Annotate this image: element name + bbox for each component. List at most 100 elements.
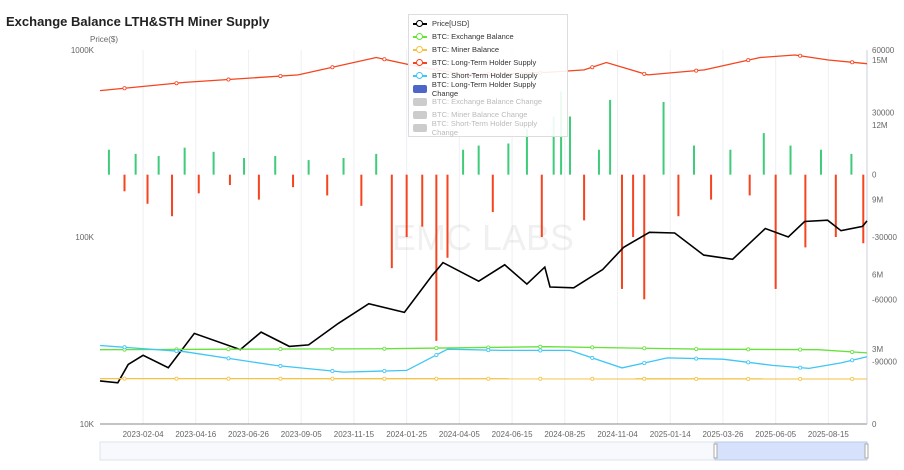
bar-mark <box>146 174 149 204</box>
series-point <box>642 376 647 381</box>
bar-mark <box>462 149 465 175</box>
series-point <box>850 349 855 354</box>
bar-mark <box>435 174 438 341</box>
legend-item[interactable]: BTC: Miner Balance <box>413 43 563 56</box>
series-point <box>122 376 127 381</box>
x-tick-label: 2023-11-15 <box>334 430 375 439</box>
series-point <box>486 376 491 381</box>
series-point <box>694 347 699 352</box>
x-tick-label: 2023-06-26 <box>228 430 269 439</box>
y-left-tick-label: 10K <box>80 420 95 429</box>
series-point <box>590 355 595 360</box>
legend-item[interactable]: BTC: Short-Term Holder Supply Change <box>413 119 563 137</box>
y-right-supply-tick-label: 12M <box>872 121 888 130</box>
series-point <box>434 352 439 357</box>
bar-mark <box>421 174 424 227</box>
legend: Price[USD] BTC: Exchange Balance BTC: Mine… <box>408 14 568 137</box>
bar-mark <box>552 116 555 175</box>
series-point <box>382 346 387 351</box>
series-point <box>538 348 543 353</box>
series-point <box>278 347 283 352</box>
series-point <box>174 81 179 86</box>
y-right-change-tick-label: -90000 <box>872 358 897 367</box>
series-point <box>382 57 387 62</box>
series-point <box>538 344 543 349</box>
legend-label: Price[USD] <box>432 19 470 28</box>
bar-mark <box>692 145 695 175</box>
series-point <box>538 376 543 381</box>
bar-mark <box>197 174 200 194</box>
legend-symbol-icon <box>413 20 427 27</box>
series-point <box>798 347 803 352</box>
legend-item[interactable]: BTC: Long-Term Holder Supply Change <box>413 80 563 98</box>
series-point <box>382 376 387 381</box>
bar-mark <box>390 174 393 269</box>
legend-item[interactable]: BTC: Exchange Balance <box>413 30 563 43</box>
series-point <box>798 376 803 381</box>
series-point <box>694 356 699 361</box>
bar-mark <box>212 151 215 175</box>
series-line-price-usd- <box>99 219 868 384</box>
legend-item[interactable]: BTC: Short-Term Holder Supply <box>413 69 563 82</box>
y-right-supply-tick-label: 6M <box>872 270 883 279</box>
series-point <box>746 376 751 381</box>
bar-mark <box>107 149 110 175</box>
series-point <box>278 376 283 381</box>
bar-mark <box>342 158 345 175</box>
bar-mark <box>307 160 310 175</box>
x-tick-label: 2024-06-15 <box>492 430 533 439</box>
bar-mark <box>710 174 713 200</box>
bar-mark <box>862 174 865 244</box>
y-left-tick-label: 100K <box>75 233 94 242</box>
series-point <box>226 347 231 352</box>
series-point <box>694 68 699 73</box>
bar-mark <box>157 155 160 175</box>
x-tick-label: 2023-09-05 <box>281 430 322 439</box>
series-point <box>486 348 491 353</box>
series-point <box>642 346 647 351</box>
bar-mark <box>677 174 680 217</box>
x-tick-label: 2023-02-04 <box>123 430 164 439</box>
series-line-btc-long-term-holder-supply <box>99 54 868 92</box>
bar-mark <box>183 147 186 175</box>
series-point <box>798 53 803 58</box>
x-tick-label: 2024-11-04 <box>597 430 638 439</box>
bar-mark <box>762 133 765 175</box>
series-line-btc-short-term-holder-supply <box>99 344 868 373</box>
y-right-supply-tick-label: 3M <box>872 345 883 354</box>
bar-mark <box>375 153 378 175</box>
x-tick-label: 2024-04-05 <box>439 430 480 439</box>
x-tick-label: 2023-04-16 <box>175 430 216 439</box>
bar-mark <box>228 174 231 186</box>
bar-mark <box>662 101 665 175</box>
series-point <box>850 376 855 381</box>
series-point <box>122 86 127 91</box>
legend-symbol-icon <box>413 110 427 119</box>
watermark: EMC LABS <box>392 217 574 258</box>
legend-item[interactable]: BTC: Miner Balance Change <box>413 108 563 121</box>
bar-mark <box>789 145 792 175</box>
legend-item[interactable]: BTC: Exchange Balance Change <box>413 95 563 108</box>
series-point <box>850 358 855 363</box>
data-zoom-handle-right <box>864 443 869 459</box>
series-point <box>590 65 595 70</box>
bar-mark <box>491 174 494 213</box>
legend-item[interactable]: BTC: Long-Term Holder Supply <box>413 56 563 69</box>
legend-label: BTC: Exchange Balance Change <box>432 97 543 106</box>
x-tick-label: 2025-03-26 <box>702 430 743 439</box>
series-point <box>746 58 751 63</box>
y-right-change-tick-label: 0 <box>872 171 877 180</box>
y-right-change-tick-label: -60000 <box>872 295 897 304</box>
x-tick-label: 2025-08-15 <box>808 430 849 439</box>
series-point <box>330 376 335 381</box>
bar-mark <box>123 174 126 192</box>
bar-mark <box>243 158 246 175</box>
y-right-supply-tick-label: 15M <box>872 56 888 65</box>
legend-item[interactable]: Price[USD] <box>413 17 563 30</box>
legend-symbol-icon <box>413 97 427 106</box>
data-zoom-handle-left <box>713 443 718 459</box>
bar-mark <box>446 174 449 258</box>
bar-mark <box>834 174 837 237</box>
series-point <box>278 363 283 368</box>
series-point <box>642 360 647 365</box>
